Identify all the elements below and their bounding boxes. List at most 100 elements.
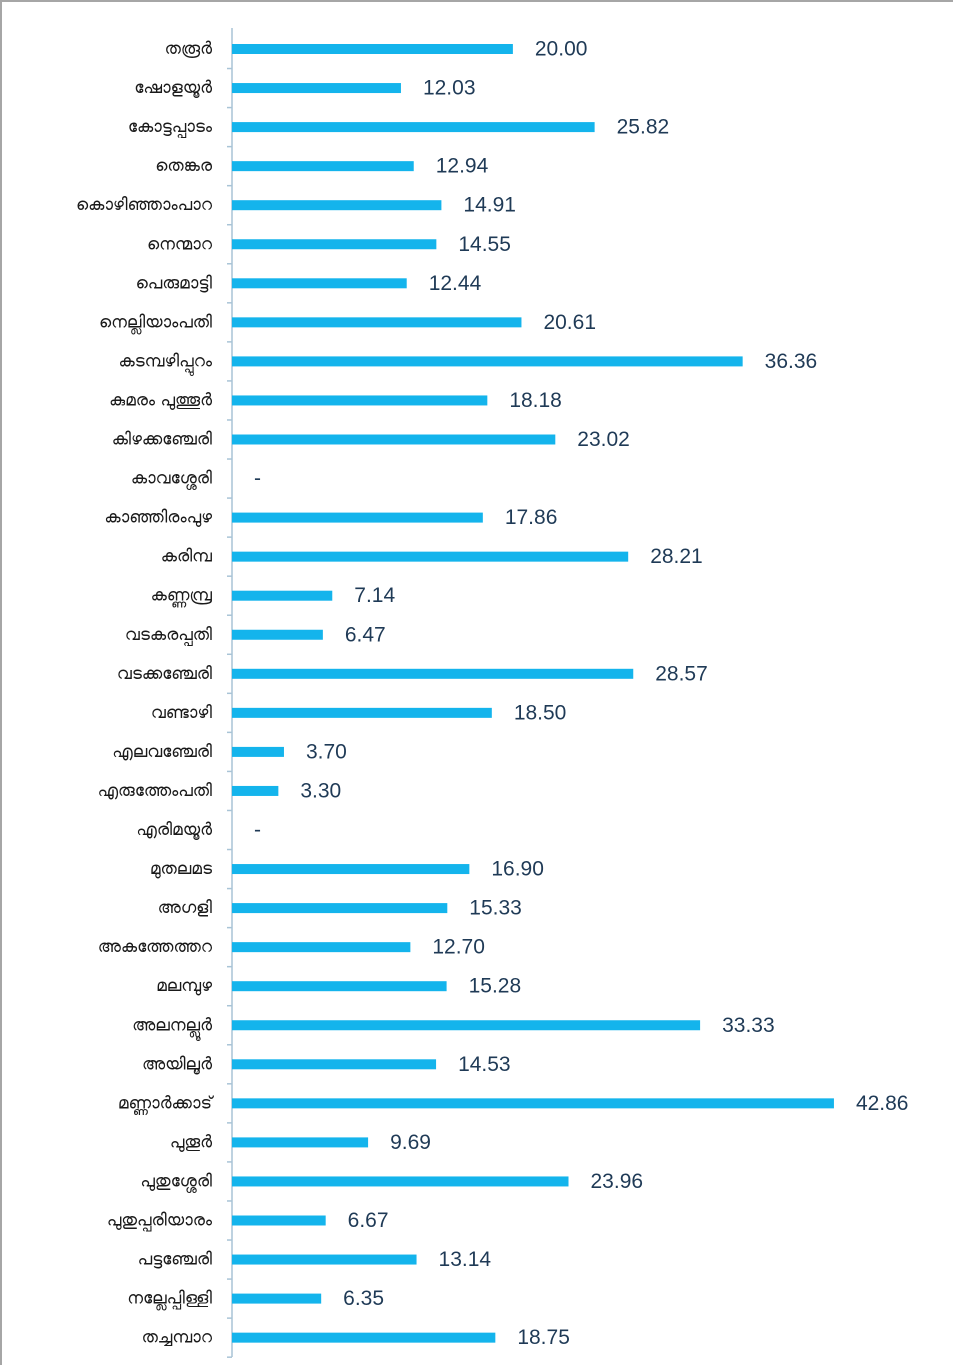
value-label: 3.30	[300, 779, 341, 802]
value-label: 25.82	[617, 116, 670, 139]
category-label: പുതുപ്പരിയാരം	[107, 1211, 213, 1234]
bar	[232, 746, 284, 757]
bar	[232, 1098, 834, 1109]
value-label: 15.33	[469, 897, 522, 920]
category-label: പുതൂർ	[170, 1132, 212, 1152]
category-label: എരിമയൂർ	[136, 820, 212, 840]
category-label: കടമ്പഴിപ്പുറം	[118, 351, 212, 376]
category-label: മുതലമട	[150, 859, 213, 879]
value-label: 33.33	[722, 1014, 775, 1037]
value-label: 18.75	[517, 1326, 570, 1349]
value-label: 3.70	[306, 740, 347, 763]
value-label: 17.86	[505, 506, 558, 529]
value-label: 6.67	[348, 1209, 389, 1232]
bar	[232, 590, 333, 601]
bar	[232, 1215, 326, 1226]
category-label: അലനല്ലൂർ	[132, 1015, 212, 1041]
value-label: 15.28	[469, 975, 522, 998]
value-label: -	[254, 819, 261, 842]
value-label: 7.14	[354, 584, 395, 607]
value-label: 23.02	[577, 428, 630, 451]
category-label: കിഴക്കഞ്ചേരി	[112, 430, 213, 450]
category-label: അകത്തേത്തറ	[98, 937, 213, 957]
bar	[232, 785, 279, 796]
category-label: നെന്മാറ	[147, 234, 213, 254]
value-label: 14.91	[463, 194, 516, 217]
category-label: പെരുമാട്ടി	[136, 273, 213, 293]
bar	[232, 1332, 496, 1343]
bar	[232, 1059, 437, 1070]
category-label: തെങ്കര	[155, 156, 213, 176]
bar	[232, 707, 492, 718]
bar	[232, 317, 522, 328]
category-label: മണ്ണാർക്കാട്	[118, 1093, 215, 1116]
category-label: നല്ലേപ്പിള്ളി	[127, 1289, 212, 1312]
value-label: 20.61	[543, 311, 596, 334]
bar	[232, 942, 411, 953]
bar	[232, 1137, 369, 1148]
bar	[232, 44, 513, 54]
bar	[232, 512, 483, 523]
value-label: 12.44	[429, 272, 482, 295]
category-label: തച്ചമ്പാറ	[142, 1328, 213, 1348]
bar	[232, 629, 323, 640]
bar	[232, 395, 488, 406]
category-label: മലമ്പുഴ	[156, 976, 212, 996]
value-label: 36.36	[765, 350, 818, 373]
category-label: തരൂർ	[165, 39, 212, 59]
bar	[232, 903, 448, 914]
bar	[232, 122, 595, 133]
category-label: അഗളി	[158, 898, 213, 918]
category-label: നെല്ലിയാംപതി	[99, 312, 212, 334]
category-label: കാഞ്ഞിരംപുഴ	[104, 508, 212, 528]
category-label: വടകരപ്പതി	[125, 625, 212, 648]
value-label: 12.70	[432, 936, 485, 959]
value-label: 14.55	[458, 233, 511, 256]
bar	[232, 434, 556, 445]
category-label: കൊഴിഞ്ഞാംപാറ	[76, 195, 213, 215]
category-label: അയിലൂർ	[142, 1054, 212, 1074]
value-label: 23.96	[591, 1170, 644, 1193]
bar	[232, 1176, 569, 1187]
bar	[232, 83, 401, 94]
bar	[232, 356, 743, 367]
value-label: 6.47	[345, 623, 386, 646]
category-label: പട്ടഞ്ചേരി	[138, 1250, 213, 1270]
category-label: കരിമ്പ	[161, 547, 212, 567]
category-label: കോട്ടപ്പാടം	[128, 117, 213, 140]
value-label: 13.14	[439, 1248, 492, 1271]
bar	[232, 668, 634, 679]
bar	[232, 239, 437, 250]
category-label: പുതുശ്ശേരി	[140, 1171, 212, 1193]
value-label: 18.50	[514, 701, 567, 724]
bar	[232, 278, 407, 289]
value-label: 16.90	[491, 858, 544, 881]
value-label: 14.53	[458, 1053, 511, 1076]
value-label: 42.86	[856, 1092, 909, 1115]
value-label: 18.18	[509, 389, 562, 412]
bar	[232, 864, 470, 875]
category-label: വടക്കഞ്ചേരി	[117, 664, 212, 684]
value-label: 9.69	[390, 1131, 431, 1154]
bar	[232, 981, 447, 992]
category-label: എരുത്തേംപതി	[98, 781, 213, 801]
value-label: 28.21	[650, 545, 703, 568]
bar	[232, 200, 442, 211]
bar	[232, 161, 414, 172]
value-label: 12.03	[423, 77, 476, 100]
bar	[232, 1293, 322, 1304]
value-label: 28.57	[655, 662, 708, 685]
category-label: ഷോളയൂർ	[134, 78, 212, 98]
category-label: കുമരം പുത്തൂർ	[109, 390, 212, 410]
category-label: കാവശ്ശേരി	[131, 469, 212, 491]
bar	[232, 551, 629, 562]
category-label: വണ്ടാഴി	[151, 703, 212, 723]
value-label: 6.35	[343, 1287, 384, 1310]
bar	[232, 1020, 701, 1031]
bar	[232, 1254, 417, 1265]
value-label: -	[254, 467, 261, 490]
value-label: 12.94	[436, 155, 489, 178]
category-label: കണ്ണമ്പ്ര	[151, 586, 213, 609]
